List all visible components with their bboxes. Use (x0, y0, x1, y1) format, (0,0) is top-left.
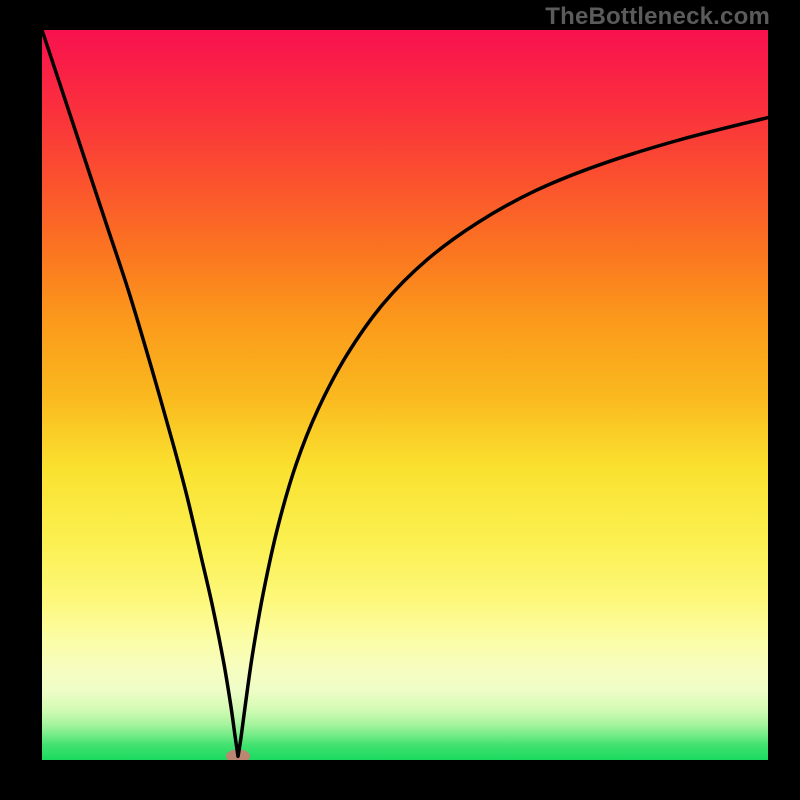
gradient-background (42, 30, 768, 760)
plot-svg (42, 30, 768, 760)
watermark-text: TheBottleneck.com (545, 3, 770, 31)
plot-area (42, 30, 768, 760)
